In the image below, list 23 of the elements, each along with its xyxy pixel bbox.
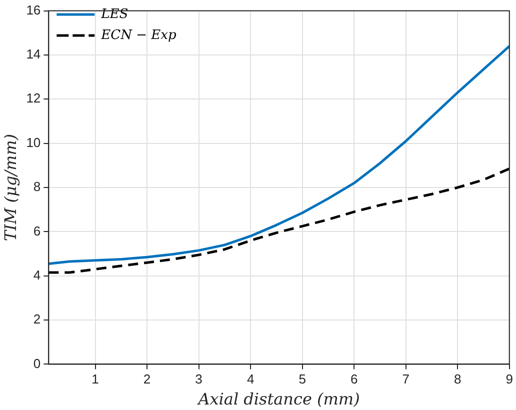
y-tick-label: 6 [33,223,41,238]
y-tick-label: 14 [26,46,41,62]
y-tick-label: 16 [26,2,41,18]
x-tick-label: 2 [143,372,151,387]
x-tick-label: 1 [92,372,99,387]
y-tick-label: 2 [33,312,41,327]
line-series [48,167,510,274]
x-tick-label: 3 [195,372,202,387]
y-tick-label: 4 [33,267,41,282]
x-tick-label: 9 [506,372,513,387]
y-tick-label: 8 [33,179,41,194]
x-tick-label: 4 [246,372,254,387]
y-axis-title: TIM (μg/mm) [0,134,20,242]
x-axis-title: Axial distance (mm) [196,390,360,409]
y-tick-label: 12 [26,90,41,106]
x-tick-label: 7 [402,372,410,387]
legend-label: LES [100,6,128,22]
x-tick-label: 5 [298,372,306,387]
legend-label: ECN − Exp [100,28,177,43]
x-tick-label: 6 [350,372,358,387]
x-tick-label: 8 [454,372,462,387]
y-tick-label: 0 [33,356,41,371]
y-tick-label: 10 [26,134,41,150]
